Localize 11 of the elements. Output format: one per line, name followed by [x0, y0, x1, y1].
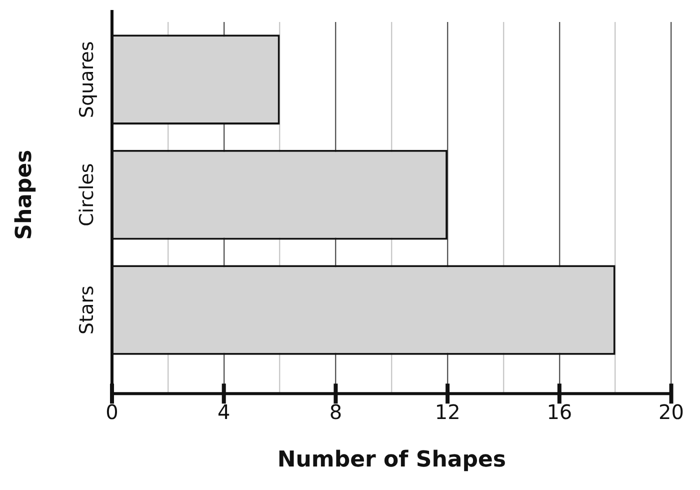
x-tick-label: 12 [434, 400, 460, 424]
x-tick-label: 0 [106, 400, 118, 424]
y-tick-label: Stars [76, 286, 98, 334]
y-tick-label: Squares [76, 41, 98, 118]
x-tick-label: 20 [658, 400, 684, 424]
x-tick-label: 4 [217, 400, 230, 424]
x-axis-title: Number of Shapes [277, 448, 506, 473]
y-tick-label: Circles [76, 163, 98, 226]
y-axis-title: Shapes [12, 150, 37, 240]
x-tick-label: 8 [329, 400, 342, 424]
x-tick-label: 16 [546, 400, 572, 424]
